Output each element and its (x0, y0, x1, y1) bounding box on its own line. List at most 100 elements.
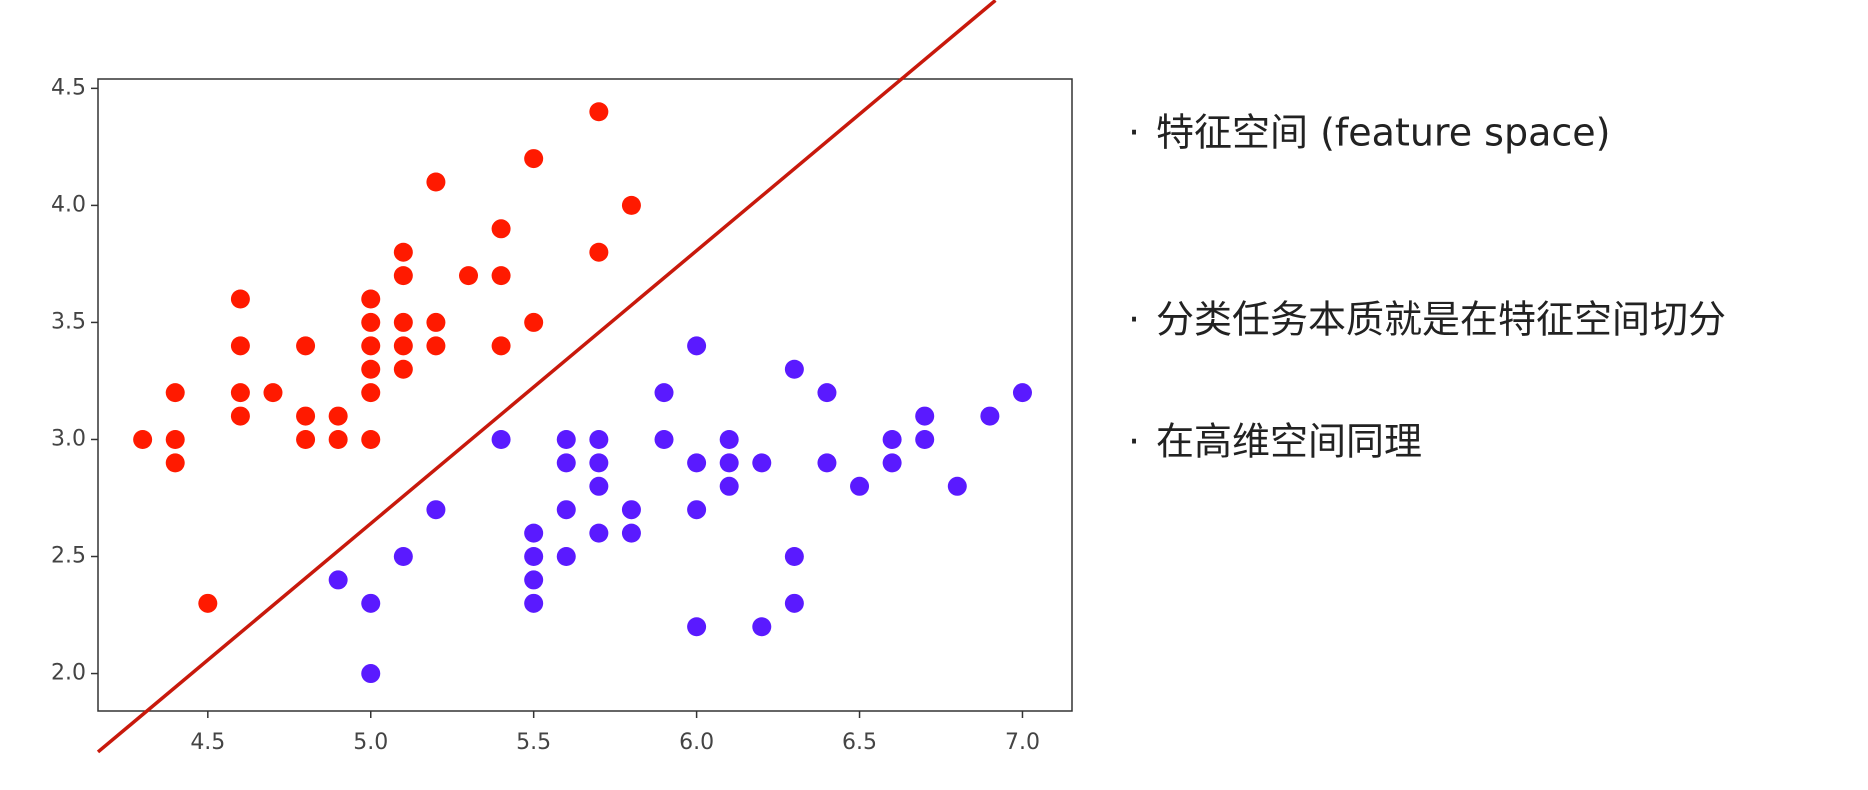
point (556, 429, 576, 449)
bullet-dot: · (1128, 298, 1140, 342)
point (296, 336, 316, 356)
point (491, 266, 511, 286)
y-tick-label: 3.0 (51, 426, 86, 451)
point (361, 383, 381, 403)
point (459, 266, 479, 286)
point (980, 406, 1000, 426)
point (817, 383, 837, 403)
y-tick-label: 2.5 (51, 544, 86, 569)
point (230, 383, 250, 403)
point (263, 383, 283, 403)
x-tick-label: 5.5 (516, 730, 551, 755)
x-tick-label: 4.5 (190, 730, 225, 755)
point (165, 383, 185, 403)
point (491, 219, 511, 239)
point (752, 453, 772, 473)
x-tick-label: 5.0 (353, 730, 388, 755)
y-tick-label: 2.0 (51, 661, 86, 686)
point (296, 406, 316, 426)
point (589, 476, 609, 496)
point (524, 547, 544, 567)
point (133, 429, 153, 449)
y-tick-label: 4.5 (51, 75, 86, 100)
point (621, 500, 641, 520)
point (426, 312, 446, 332)
point (165, 453, 185, 473)
x-tick-label: 6.0 (679, 730, 714, 755)
point (556, 453, 576, 473)
point (556, 547, 576, 567)
point (328, 406, 348, 426)
point (621, 523, 641, 543)
point (198, 593, 218, 613)
point (752, 617, 772, 637)
point (165, 429, 185, 449)
point (426, 500, 446, 520)
x-tick-label: 6.5 (842, 730, 877, 755)
point (915, 429, 935, 449)
decision-line (96, 0, 997, 754)
point (361, 312, 381, 332)
point (589, 242, 609, 262)
point (393, 312, 413, 332)
point (393, 547, 413, 567)
point (687, 617, 707, 637)
point (361, 593, 381, 613)
x-tick-label: 7.0 (1005, 730, 1040, 755)
point (589, 453, 609, 473)
bullet-text: 在高维空间同理 (1156, 420, 1422, 464)
point (1012, 383, 1032, 403)
point (687, 453, 707, 473)
y-tick-label: 3.5 (51, 309, 86, 334)
point (328, 429, 348, 449)
point (393, 359, 413, 379)
point (589, 429, 609, 449)
point (947, 476, 967, 496)
point (491, 429, 511, 449)
point (230, 336, 250, 356)
point (524, 523, 544, 543)
point (556, 500, 576, 520)
point (719, 453, 739, 473)
point (426, 172, 446, 192)
point (784, 359, 804, 379)
bullet-dot: · (1128, 420, 1140, 464)
point (361, 336, 381, 356)
point (882, 429, 902, 449)
plot-frame (97, 78, 1073, 712)
point (654, 429, 674, 449)
point (882, 453, 902, 473)
point (524, 593, 544, 613)
point (784, 547, 804, 567)
point (817, 453, 837, 473)
bullet-dot: · (1128, 111, 1140, 155)
point (524, 570, 544, 590)
point (361, 429, 381, 449)
point (621, 195, 641, 215)
bullet-text: 特征空间 (feature space) (1156, 111, 1610, 155)
point (524, 312, 544, 332)
point (426, 336, 446, 356)
point (589, 523, 609, 543)
point (230, 289, 250, 309)
y-tick-label: 4.0 (51, 192, 86, 217)
point (784, 593, 804, 613)
point (393, 266, 413, 286)
point (361, 359, 381, 379)
point (296, 429, 316, 449)
point (719, 429, 739, 449)
point (850, 476, 870, 496)
point (687, 500, 707, 520)
point (654, 383, 674, 403)
point (491, 336, 511, 356)
point (524, 149, 544, 169)
bullet-text: 分类任务本质就是在特征空间切分 (1156, 298, 1726, 342)
point (361, 289, 381, 309)
point (230, 406, 250, 426)
point (361, 664, 381, 684)
point (328, 570, 348, 590)
point (393, 242, 413, 262)
point (393, 336, 413, 356)
point (719, 476, 739, 496)
